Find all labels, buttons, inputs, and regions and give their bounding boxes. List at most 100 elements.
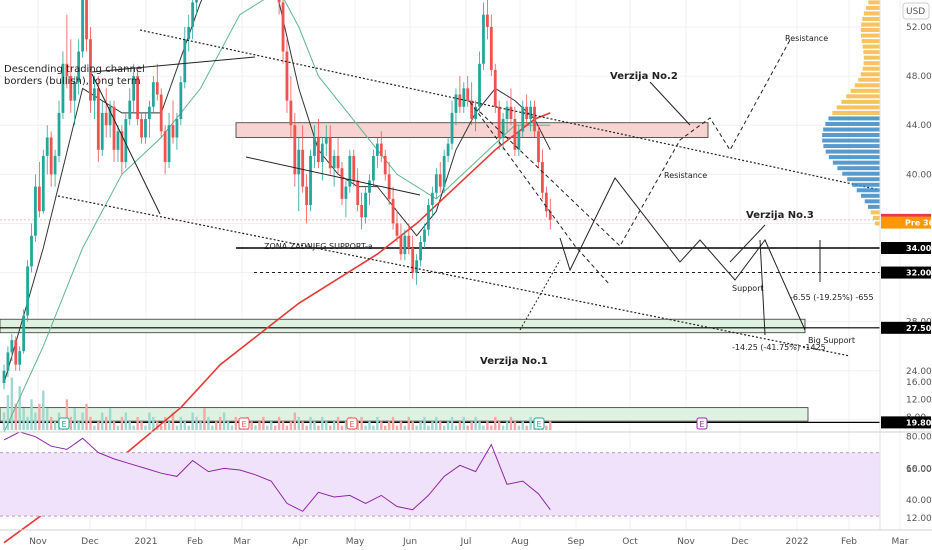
volume-bar bbox=[30, 399, 33, 430]
candle-body bbox=[340, 168, 344, 199]
candle-body bbox=[34, 186, 37, 236]
candle-body bbox=[332, 155, 336, 169]
earnings-label: E bbox=[699, 420, 704, 429]
annotations: Descending trading channel borders (bull… bbox=[4, 2, 930, 367]
volume-bar bbox=[187, 425, 190, 430]
candle-body bbox=[277, 0, 281, 3]
support-label: Support bbox=[732, 284, 764, 293]
candle-body bbox=[462, 88, 466, 107]
earnings-label: E bbox=[349, 420, 354, 429]
candle-body bbox=[92, 88, 96, 101]
volume-bar bbox=[372, 425, 375, 430]
volume-bar bbox=[340, 425, 344, 430]
profile-bar bbox=[870, 210, 880, 215]
x-tick-label: Jun bbox=[402, 537, 417, 547]
note-pointer-2 bbox=[91, 73, 161, 215]
volume-bar bbox=[332, 421, 336, 430]
candle-body bbox=[159, 94, 163, 132]
volume-bar bbox=[494, 416, 497, 430]
volume-bar bbox=[191, 412, 194, 430]
volume-bar bbox=[462, 416, 466, 430]
volume-bar bbox=[85, 403, 88, 430]
price-label-text: 27.50 bbox=[906, 324, 932, 333]
volume-bar bbox=[446, 421, 450, 430]
profile-bar bbox=[862, 16, 880, 21]
profile-bar bbox=[861, 22, 880, 27]
volume-bar bbox=[128, 421, 131, 430]
candle-body bbox=[191, 2, 195, 27]
candle-body bbox=[116, 131, 120, 150]
volume-bar bbox=[93, 425, 96, 430]
volume-bar bbox=[293, 412, 297, 430]
candle-body bbox=[379, 143, 383, 156]
candle-body bbox=[285, 51, 289, 101]
version-1-label: Verzija No.1 bbox=[480, 356, 548, 367]
candle-body bbox=[171, 125, 175, 138]
candle-body bbox=[151, 82, 155, 107]
price-tick-label: 48.00 bbox=[906, 72, 932, 82]
profile-bar bbox=[865, 5, 880, 10]
version-2-label: Verzija No.2 bbox=[610, 71, 678, 82]
candle-body bbox=[320, 143, 324, 163]
volume-bar bbox=[215, 421, 218, 430]
x-tick-label: Apr bbox=[292, 537, 308, 547]
candle-body bbox=[485, 14, 489, 27]
candle-body bbox=[324, 137, 328, 144]
candle-body bbox=[183, 39, 187, 83]
x-tick-label: Sep bbox=[568, 537, 585, 547]
volume-bar bbox=[497, 421, 501, 430]
candle-body bbox=[482, 14, 485, 64]
profile-bar bbox=[862, 44, 880, 49]
volume-bar bbox=[328, 425, 332, 430]
volume-bar bbox=[18, 386, 21, 430]
candle-body bbox=[124, 119, 128, 163]
candle-body bbox=[517, 131, 521, 150]
price-tick-label: 16.00 bbox=[906, 465, 932, 475]
volume-bar bbox=[470, 421, 473, 430]
x-tick-label: Dec bbox=[81, 537, 98, 547]
volume-bar bbox=[376, 416, 379, 430]
volume-bar bbox=[167, 421, 171, 430]
candle-body bbox=[69, 76, 73, 101]
v1-pointer bbox=[519, 259, 561, 331]
candle-body bbox=[6, 352, 10, 371]
v3-path bbox=[559, 177, 806, 331]
volume-bar bbox=[116, 425, 120, 430]
volume-bar bbox=[505, 421, 509, 430]
candle-body bbox=[10, 340, 14, 353]
candle-body bbox=[446, 143, 450, 156]
x-tick-label: Feb bbox=[187, 537, 203, 547]
candle-body bbox=[18, 351, 22, 365]
candle-body bbox=[155, 82, 159, 95]
volume-bar bbox=[42, 390, 45, 430]
candle-body bbox=[61, 63, 65, 113]
candle-body bbox=[104, 112, 108, 126]
profile-bar bbox=[864, 199, 880, 204]
volume-bar bbox=[144, 425, 147, 430]
volume-bar bbox=[435, 416, 438, 430]
candle-body bbox=[541, 162, 544, 193]
channel-note-2: borders (bullish), long term bbox=[4, 76, 141, 87]
rsi-tick-label: 80.00 bbox=[906, 433, 932, 443]
price-tick-label: 12.00 bbox=[906, 514, 932, 524]
volume-bar bbox=[258, 421, 261, 430]
volume-bar bbox=[132, 425, 135, 430]
candle-body bbox=[289, 100, 293, 126]
profile-bar bbox=[823, 144, 880, 149]
currency-label: USD bbox=[906, 7, 925, 17]
candles bbox=[2, 0, 552, 390]
x-tick-label: 2021 bbox=[135, 537, 158, 547]
candle-body bbox=[96, 88, 100, 150]
volume-bar bbox=[160, 425, 163, 430]
volume-bar bbox=[391, 416, 395, 430]
candle-body bbox=[144, 119, 147, 138]
profile-bar bbox=[836, 105, 880, 110]
volume-bar bbox=[2, 412, 6, 430]
volume-bar bbox=[175, 425, 179, 430]
currency-badge[interactable] bbox=[902, 2, 930, 20]
volume-bar bbox=[419, 421, 422, 430]
volume-bar bbox=[277, 416, 281, 430]
profile-bar bbox=[841, 99, 880, 104]
volume-bar bbox=[439, 421, 442, 430]
